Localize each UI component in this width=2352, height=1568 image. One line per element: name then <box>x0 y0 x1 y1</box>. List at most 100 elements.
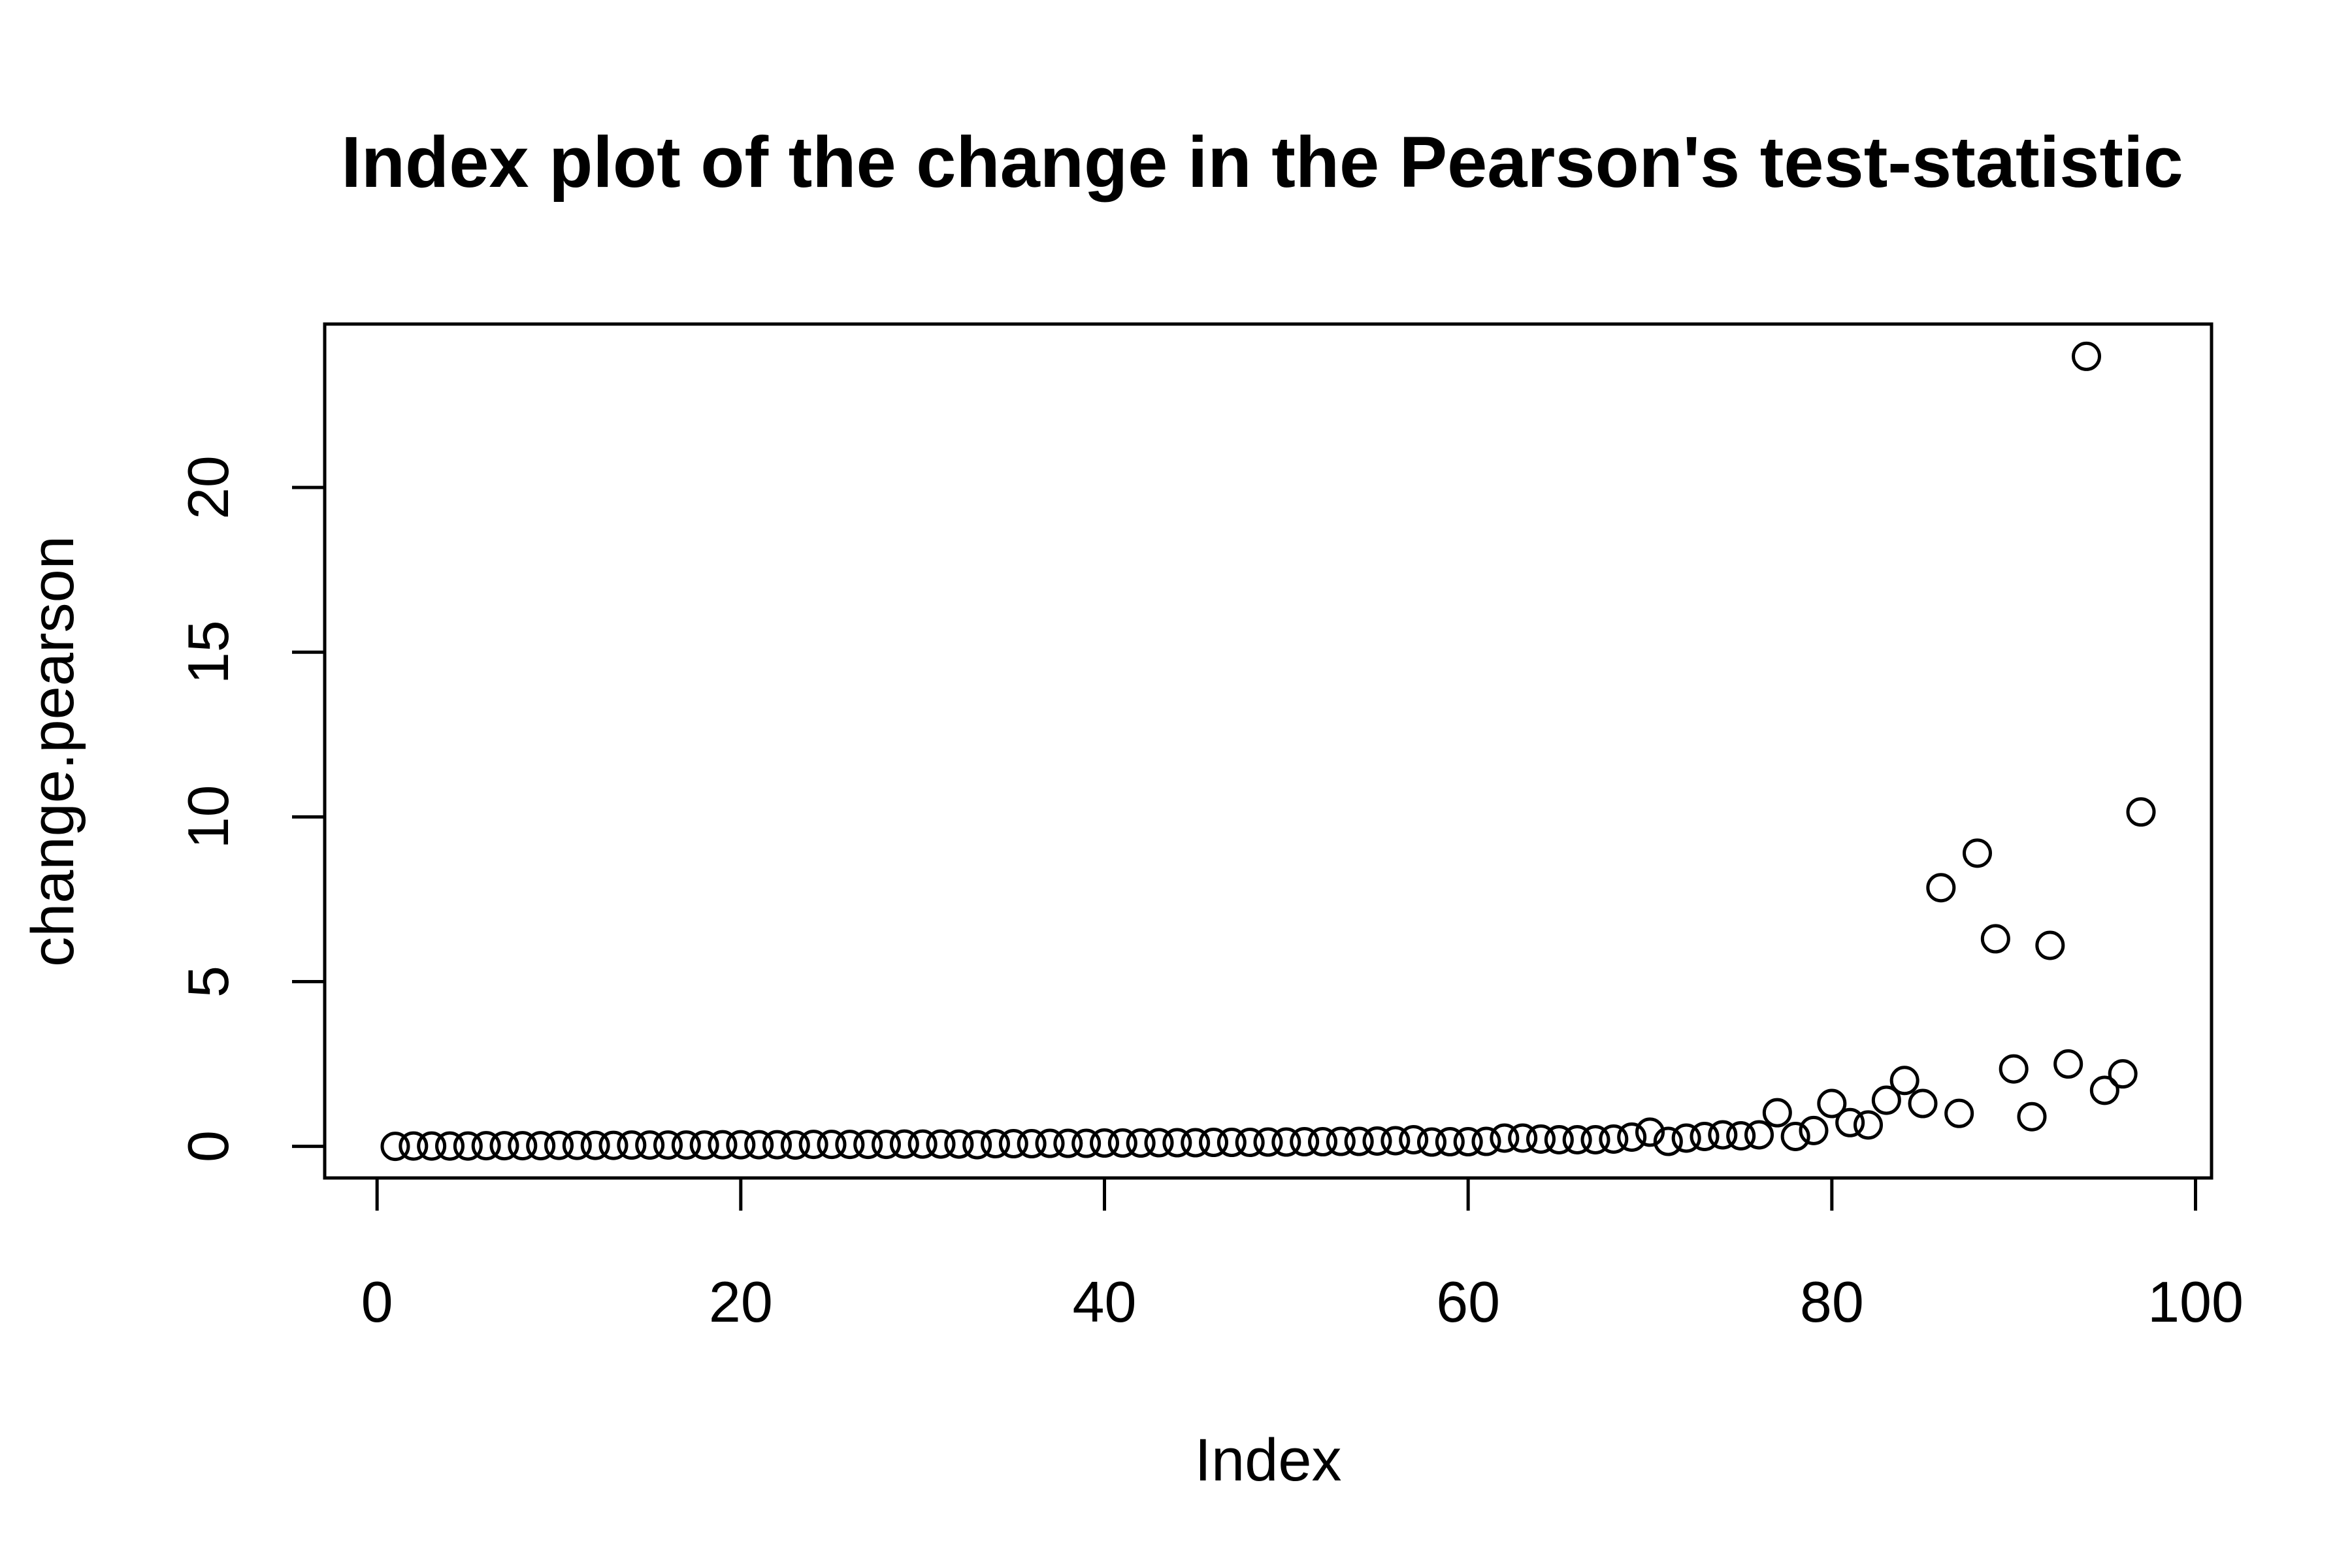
data-point <box>1980 924 2010 954</box>
data-point <box>2126 797 2156 827</box>
data-point <box>835 1130 865 1160</box>
data-point <box>598 1130 629 1160</box>
data-point <box>2089 1075 2119 1105</box>
data-point <box>1926 873 1956 903</box>
x-tick-label: 40 <box>1073 1269 1137 1334</box>
data-point <box>399 1131 429 1161</box>
data-point <box>1035 1128 1065 1158</box>
data-point <box>1817 1088 1847 1119</box>
data-point <box>1653 1126 1683 1156</box>
data-point <box>1580 1125 1610 1155</box>
data-point <box>1308 1127 1338 1157</box>
data-point <box>2072 341 2102 371</box>
data-point <box>1253 1127 1283 1157</box>
data-point <box>1417 1127 1447 1157</box>
data-point <box>2108 1059 2138 1089</box>
x-axis-label: Index <box>1194 1427 1341 1494</box>
data-point <box>562 1130 592 1160</box>
data-point <box>1490 1123 1520 1153</box>
data-point <box>1181 1128 1211 1158</box>
data-point <box>1399 1125 1429 1155</box>
data-point <box>1271 1127 1301 1157</box>
data-point <box>1544 1125 1574 1155</box>
data-point <box>1562 1125 1592 1155</box>
data-point <box>1871 1085 1901 1115</box>
plot-frame <box>323 322 2213 1180</box>
data-point <box>1380 1126 1411 1156</box>
data-point <box>1908 1088 1938 1119</box>
data-point <box>1471 1126 1501 1156</box>
x-axis: 0 20 40 60 80 100 <box>361 1176 2244 1334</box>
data-point <box>1453 1127 1483 1157</box>
data-point <box>1799 1115 1829 1145</box>
data-point <box>1144 1128 1174 1158</box>
data-point <box>798 1130 828 1160</box>
data-point <box>1235 1128 1265 1158</box>
y-axis: 0 5 10 15 20 <box>176 455 327 1162</box>
x-tick-label: 100 <box>2148 1269 2244 1334</box>
data-point <box>1690 1121 1720 1151</box>
data-point <box>1889 1066 1919 1096</box>
data-point <box>1071 1128 1102 1158</box>
data-point <box>926 1129 956 1159</box>
y-tick-label: 10 <box>176 785 240 849</box>
data-point <box>617 1130 647 1160</box>
data-point <box>744 1130 774 1160</box>
data-point <box>1508 1123 1538 1153</box>
data-point <box>1089 1128 1119 1158</box>
data-point <box>1217 1128 1247 1158</box>
data-point <box>1963 838 1993 868</box>
data-point <box>1053 1128 1083 1158</box>
chart-title: Index plot of the change in the Pearson'… <box>341 122 2183 203</box>
data-point <box>526 1131 556 1161</box>
data-point <box>780 1130 810 1160</box>
data-point <box>653 1130 683 1160</box>
data-point <box>1726 1120 1756 1151</box>
data-point <box>1671 1123 1701 1153</box>
data-point <box>689 1130 719 1160</box>
x-tick-label: 0 <box>361 1269 393 1334</box>
data-point <box>2053 1049 2083 1079</box>
x-tick-label: 80 <box>1800 1269 1864 1334</box>
data-point <box>962 1130 992 1160</box>
data-point <box>1617 1122 1647 1152</box>
data-point <box>671 1130 701 1160</box>
data-point <box>1599 1124 1629 1154</box>
data-point <box>871 1130 901 1160</box>
data-point <box>2017 1102 2047 1132</box>
x-tick-label: 20 <box>709 1269 773 1334</box>
data-point <box>1107 1128 1137 1158</box>
data-point <box>1017 1129 1047 1159</box>
data-point <box>417 1131 447 1161</box>
data-point <box>726 1130 756 1160</box>
data-point <box>489 1131 519 1161</box>
data-point <box>1326 1126 1356 1156</box>
data-point <box>1744 1120 1774 1150</box>
data-point <box>817 1130 847 1160</box>
data-point <box>1835 1107 1865 1137</box>
data-point <box>1435 1127 1465 1157</box>
y-tick-label: 15 <box>176 620 240 684</box>
data-point <box>980 1129 1010 1159</box>
data-point <box>1162 1128 1192 1158</box>
data-point <box>544 1130 574 1160</box>
data-points <box>380 341 2156 1162</box>
data-point <box>635 1130 665 1160</box>
data-point <box>1198 1128 1228 1158</box>
data-point <box>1126 1128 1156 1158</box>
y-tick-label: 20 <box>176 455 240 519</box>
data-point <box>1290 1127 1320 1157</box>
data-point <box>1362 1126 1392 1156</box>
data-point <box>1344 1126 1374 1156</box>
data-point <box>998 1129 1028 1159</box>
data-point <box>1762 1098 1792 1128</box>
data-point <box>708 1130 738 1160</box>
data-point <box>434 1131 465 1161</box>
data-point <box>580 1130 610 1160</box>
data-point <box>889 1129 919 1159</box>
data-point <box>762 1130 792 1160</box>
data-point <box>508 1131 538 1161</box>
data-point <box>1999 1054 2029 1084</box>
data-point <box>944 1129 974 1159</box>
